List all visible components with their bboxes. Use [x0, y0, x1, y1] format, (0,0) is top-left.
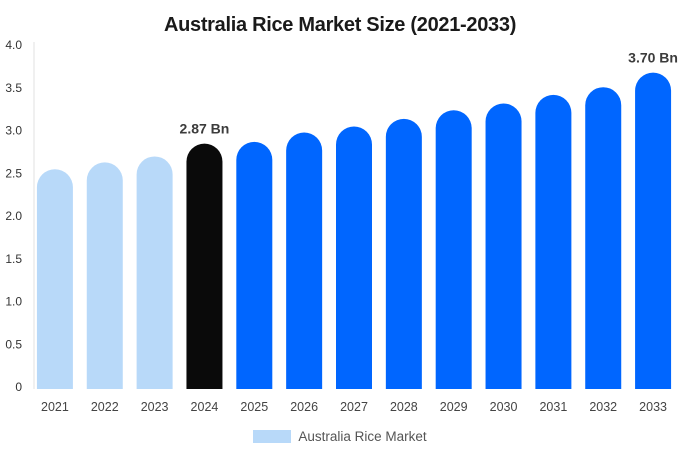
svg-text:2.5: 2.5 — [5, 166, 22, 180]
svg-text:2032: 2032 — [589, 400, 617, 414]
svg-text:0: 0 — [15, 380, 22, 394]
svg-text:3.5: 3.5 — [5, 81, 22, 95]
svg-text:1.0: 1.0 — [5, 295, 22, 309]
svg-text:2021: 2021 — [41, 400, 69, 414]
svg-text:3.0: 3.0 — [5, 124, 22, 138]
svg-text:2026: 2026 — [290, 400, 318, 414]
svg-text:2022: 2022 — [91, 400, 119, 414]
svg-text:2024: 2024 — [191, 400, 219, 414]
svg-text:2.0: 2.0 — [5, 209, 22, 223]
svg-text:2025: 2025 — [240, 400, 268, 414]
svg-text:3.70 Bn: 3.70 Bn — [628, 50, 678, 66]
svg-text:2.87 Bn: 2.87 Bn — [180, 121, 230, 137]
svg-text:4.0: 4.0 — [5, 38, 22, 52]
svg-text:2029: 2029 — [440, 400, 468, 414]
svg-text:0.5: 0.5 — [5, 337, 22, 351]
svg-text:2028: 2028 — [390, 400, 418, 414]
svg-text:2033: 2033 — [639, 400, 667, 414]
svg-text:2027: 2027 — [340, 400, 368, 414]
svg-text:1.5: 1.5 — [5, 252, 22, 266]
svg-text:2023: 2023 — [141, 400, 169, 414]
svg-text:2031: 2031 — [539, 400, 567, 414]
svg-text:2030: 2030 — [490, 400, 518, 414]
